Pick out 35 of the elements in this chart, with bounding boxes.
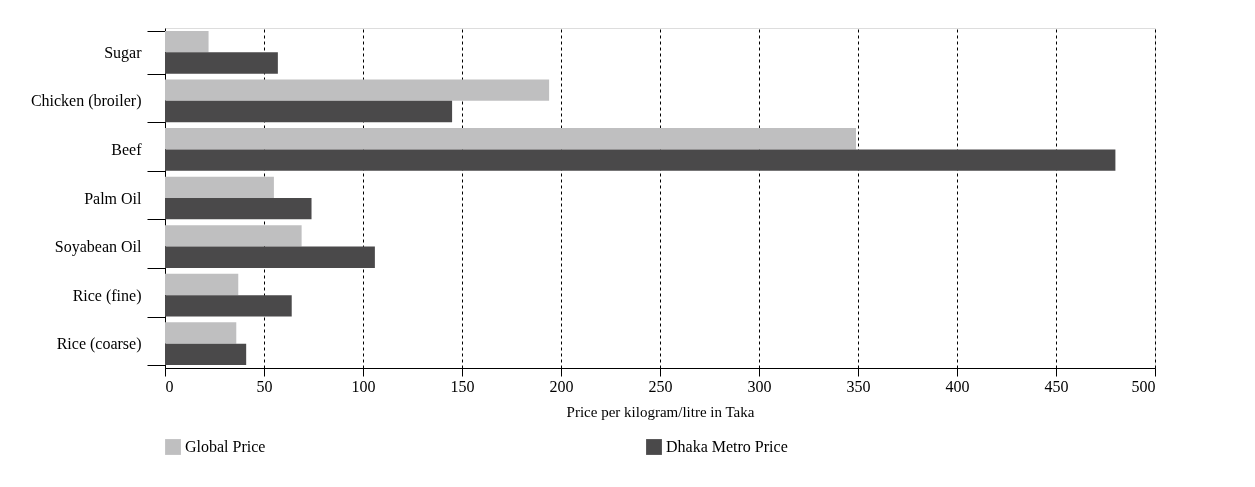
bar (165, 198, 312, 220)
y-tick-label: Sugar (104, 43, 143, 62)
y-tick-label: Rice (coarse) (56, 335, 142, 354)
x-tick-label: 300 (747, 377, 772, 395)
bar (165, 295, 292, 317)
bar (165, 246, 375, 268)
bar (165, 149, 1116, 171)
y-tick-label: Palm Oil (84, 189, 143, 207)
bar (165, 225, 302, 247)
y-tick-label: Soyabean Oil (54, 238, 143, 257)
bar (165, 128, 857, 150)
bar (165, 30, 209, 53)
bar (165, 322, 237, 344)
x-tick-label: 200 (549, 377, 574, 395)
x-tick-label: 150 (450, 377, 475, 395)
y-tick-label: Rice (fine) (72, 286, 142, 305)
legend-label: Dhaka Metro Price (666, 438, 788, 455)
bar (165, 343, 247, 366)
bar (165, 273, 239, 296)
x-tick-label: 450 (1044, 377, 1069, 395)
x-tick-label: 50 (256, 377, 273, 395)
bar (165, 52, 278, 74)
x-tick-label: 350 (846, 377, 871, 395)
x-tick-label: 250 (648, 377, 673, 395)
x-tick-label: 400 (945, 377, 970, 395)
legend-label: Global Price (185, 438, 266, 455)
y-tick-label: Chicken (broiler) (30, 92, 142, 111)
x-axis-title: Price per kilogram/litre in Taka (566, 403, 755, 420)
x-tick-label: 500 (1131, 377, 1156, 395)
x-tick-label: 100 (351, 377, 376, 395)
bar (165, 100, 453, 123)
x-tick-label: 0 (165, 377, 174, 395)
bar (165, 79, 550, 101)
bar (165, 176, 274, 198)
y-tick-label: Beef (111, 140, 143, 158)
